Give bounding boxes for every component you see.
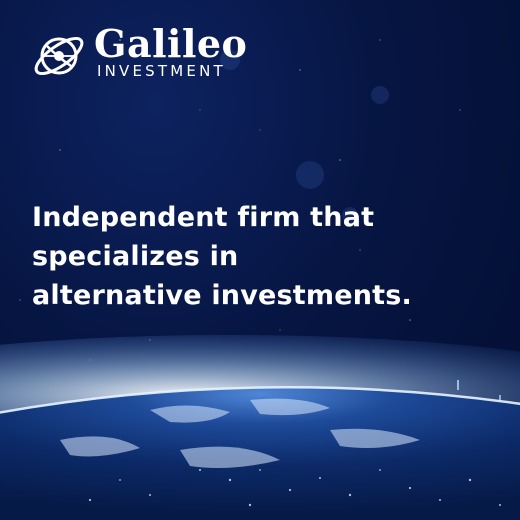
- globe-orbit-icon: [34, 36, 84, 76]
- galileo-logo: Galileo INVESTMENT: [30, 22, 250, 86]
- headline-text: Independent firm that specializes in alt…: [32, 202, 412, 311]
- brand-name: Galileo: [94, 21, 248, 66]
- brand-tagline: INVESTMENT: [97, 62, 226, 80]
